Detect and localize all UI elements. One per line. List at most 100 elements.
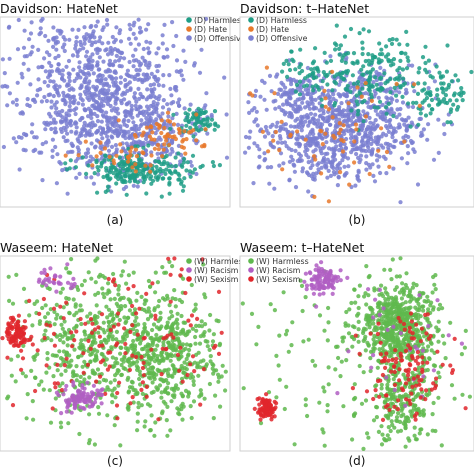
- point-d-hate: [322, 88, 327, 93]
- point-w-harmless: [102, 338, 107, 343]
- point-d-offensive: [301, 79, 306, 84]
- point-d-offensive: [135, 184, 140, 189]
- point-d-offensive: [55, 152, 60, 157]
- point-w-harmless: [113, 395, 118, 400]
- point-d-harmless: [289, 49, 294, 54]
- point-w-harmless: [83, 332, 88, 337]
- point-d-hate: [194, 138, 199, 143]
- point-d-offensive: [95, 19, 100, 24]
- point-d-offensive: [321, 155, 327, 161]
- point-w-harmless: [150, 380, 155, 385]
- point-w-racism: [47, 279, 52, 284]
- point-w-harmless: [184, 356, 189, 362]
- point-w-racism: [65, 262, 70, 267]
- point-d-offensive: [150, 119, 155, 124]
- point-d-offensive: [316, 167, 321, 172]
- point-d-offensive: [93, 99, 99, 104]
- point-d-offensive: [403, 118, 409, 123]
- point-d-harmless: [361, 119, 366, 124]
- point-w-harmless: [283, 332, 289, 337]
- point-d-harmless: [392, 85, 397, 90]
- point-w-harmless: [142, 322, 147, 327]
- point-d-offensive: [296, 151, 302, 156]
- point-w-harmless: [326, 365, 331, 370]
- point-d-offensive: [154, 103, 159, 108]
- point-d-offensive: [148, 93, 153, 98]
- point-d-hate: [318, 128, 323, 133]
- point-d-offensive: [50, 154, 55, 159]
- point-w-harmless: [193, 334, 198, 340]
- point-d-offensive: [131, 58, 137, 63]
- point-w-harmless: [71, 374, 76, 379]
- point-d-harmless: [186, 119, 191, 125]
- point-d-offensive: [99, 119, 104, 124]
- point-w-harmless: [349, 300, 354, 306]
- point-d-offensive: [123, 77, 128, 83]
- point-d-offensive: [101, 59, 106, 64]
- point-d-harmless: [158, 169, 163, 174]
- point-d-harmless: [168, 126, 173, 131]
- point-d-offensive: [313, 147, 318, 152]
- point-d-harmless: [322, 50, 327, 56]
- point-w-sexism: [15, 323, 20, 328]
- point-d-offensive: [397, 90, 402, 95]
- point-d-offensive: [133, 103, 138, 108]
- point-d-offensive: [161, 83, 166, 88]
- point-w-harmless: [78, 380, 83, 385]
- legend-label-offensive: (D) Offensive: [256, 34, 308, 43]
- point-d-offensive: [29, 130, 34, 135]
- point-d-offensive: [246, 145, 251, 150]
- point-d-offensive: [342, 93, 347, 98]
- point-d-offensive: [384, 171, 389, 176]
- point-d-offensive: [330, 160, 335, 165]
- point-d-offensive: [378, 65, 383, 70]
- point-w-sexism: [135, 332, 140, 337]
- point-d-hate: [167, 142, 172, 148]
- point-d-harmless: [321, 70, 326, 75]
- point-d-offensive: [100, 27, 105, 33]
- point-d-offensive: [175, 122, 181, 127]
- point-d-offensive: [376, 95, 381, 100]
- point-w-harmless: [389, 277, 394, 282]
- point-w-harmless: [403, 425, 408, 430]
- point-w-sexism: [168, 272, 173, 277]
- point-w-harmless: [210, 366, 215, 371]
- point-w-sexism: [88, 346, 93, 351]
- point-d-offensive: [145, 72, 150, 77]
- point-w-harmless: [54, 334, 60, 339]
- point-w-harmless: [118, 345, 123, 350]
- point-d-offensive: [89, 23, 94, 29]
- point-w-harmless: [65, 343, 70, 348]
- point-w-harmless: [180, 417, 185, 422]
- point-w-harmless: [201, 262, 206, 267]
- point-w-harmless: [151, 322, 157, 327]
- point-d-harmless: [342, 34, 348, 39]
- point-w-harmless: [30, 417, 36, 422]
- point-d-offensive: [70, 53, 76, 58]
- point-w-sexism: [113, 283, 118, 288]
- point-d-offensive: [105, 119, 110, 124]
- point-d-offensive: [1, 144, 6, 150]
- point-d-offensive: [66, 58, 72, 64]
- point-d-offensive: [315, 162, 320, 167]
- point-d-offensive: [262, 80, 267, 85]
- point-d-hate: [134, 154, 139, 159]
- point-w-sexism: [111, 324, 116, 329]
- point-d-harmless: [167, 191, 172, 196]
- point-w-harmless: [181, 320, 186, 325]
- point-w-harmless: [396, 411, 401, 416]
- point-d-offensive: [341, 108, 346, 113]
- point-d-offensive: [136, 42, 141, 47]
- point-d-offensive: [426, 86, 431, 91]
- point-w-harmless: [158, 310, 163, 315]
- point-d-harmless: [415, 91, 421, 96]
- point-w-harmless: [59, 425, 64, 430]
- point-d-offensive: [92, 145, 98, 150]
- point-d-offensive: [277, 105, 282, 110]
- point-w-harmless: [146, 375, 152, 380]
- point-d-offensive: [323, 151, 328, 157]
- point-d-offensive: [140, 55, 145, 60]
- point-w-harmless: [211, 371, 216, 376]
- point-w-sexism: [103, 391, 108, 396]
- point-w-harmless: [135, 411, 140, 416]
